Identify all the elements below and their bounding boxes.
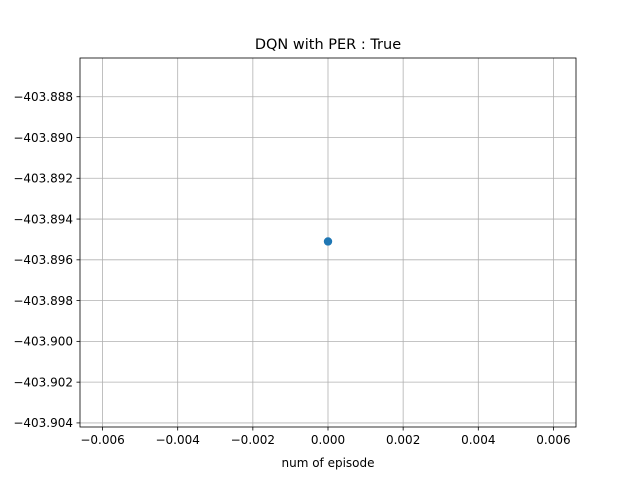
y-tick-label: −403.902 bbox=[13, 375, 73, 389]
y-tick-label: −403.892 bbox=[13, 172, 73, 186]
y-tick-label: −403.896 bbox=[13, 253, 73, 267]
y-tick-label: −403.904 bbox=[13, 416, 73, 430]
x-tick-label: 0.006 bbox=[536, 433, 570, 447]
x-axis-title: num of episode bbox=[281, 456, 374, 470]
x-tick-label: 0.002 bbox=[386, 433, 420, 447]
y-tick-label: −403.898 bbox=[13, 294, 73, 308]
y-tick-label: −403.890 bbox=[13, 131, 73, 145]
grid bbox=[80, 58, 576, 427]
x-tick-label: −0.004 bbox=[155, 433, 199, 447]
data-point bbox=[323, 237, 333, 246]
x-tick-label: −0.002 bbox=[231, 433, 275, 447]
y-tick-label: −403.894 bbox=[13, 212, 73, 226]
x-tick-label: −0.006 bbox=[80, 433, 124, 447]
y-axis: −403.888 −403.890 −403.892 −403.894 −403.896… bbox=[13, 90, 80, 430]
chart-title: DQN with PER : True bbox=[255, 37, 401, 53]
x-tick-label: 0.004 bbox=[461, 433, 495, 447]
data-points bbox=[323, 237, 333, 246]
x-axis: −0.006 −0.004 −0.002 0.000 0.002 0.004 0.006 bbox=[80, 427, 571, 447]
y-tick-label: −403.900 bbox=[13, 335, 73, 349]
x-tick-label: 0.000 bbox=[311, 433, 345, 447]
y-tick-label: −403.888 bbox=[13, 90, 73, 104]
